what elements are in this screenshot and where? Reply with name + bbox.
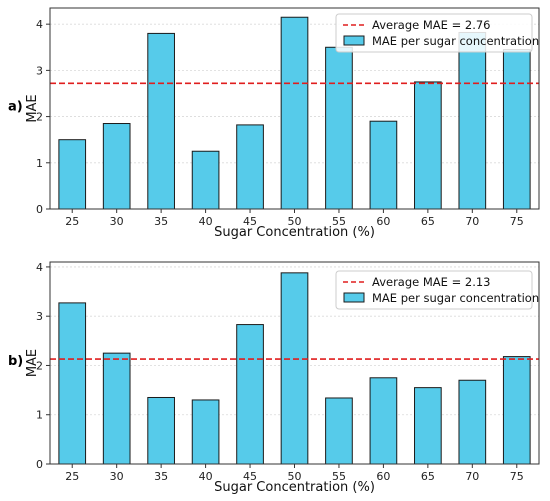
bar — [414, 81, 442, 210]
bar — [58, 139, 87, 210]
x-tick-label: 50 — [288, 470, 302, 483]
bar — [102, 123, 131, 210]
legend-average-label: Average MAE = 2.76 — [372, 18, 491, 32]
y-tick-label: 4 — [36, 18, 43, 31]
bar — [236, 124, 264, 210]
bar — [414, 387, 442, 465]
x-tick-label: 75 — [510, 470, 524, 483]
x-tick-label: 50 — [288, 215, 302, 228]
y-tick-label: 2 — [36, 359, 43, 372]
legend-bar-swatch — [343, 292, 365, 303]
x-tick-label: 60 — [376, 215, 390, 228]
y-tick-label: 0 — [36, 458, 43, 471]
x-tick-label: 65 — [421, 215, 435, 228]
x-tick-label: 25 — [65, 470, 79, 483]
y-tick-label: 3 — [36, 310, 43, 323]
y-tick-label: 3 — [36, 64, 43, 77]
bar — [191, 150, 220, 210]
bar — [280, 272, 309, 465]
bar — [280, 16, 309, 210]
chart-panel-1: 0 1 2 3 4 25 30 35 40 45 50 55 60 65 70 75 Sugar Concent… — [8, 7, 540, 240]
bar — [458, 379, 487, 465]
x-tick-label: 65 — [421, 470, 435, 483]
x-tick-label: 35 — [154, 215, 168, 228]
bar — [236, 324, 264, 465]
x-tick-label: 70 — [465, 470, 479, 483]
x-tick-label: 40 — [199, 470, 213, 483]
y-tick-label: 2 — [36, 111, 43, 124]
x-tick-label: 45 — [243, 215, 257, 228]
panel-label: b) — [8, 354, 23, 369]
bar — [191, 399, 220, 465]
bar — [369, 377, 398, 465]
legend-series-label: MAE per sugar concentration — [372, 291, 539, 305]
legend-box — [335, 13, 533, 53]
x-tick-label: 70 — [465, 215, 479, 228]
y-axis-title: MAE — [25, 94, 40, 122]
x-axis-title: Sugar Concentration (%) — [214, 480, 375, 495]
bar — [325, 397, 353, 465]
bar — [458, 31, 487, 210]
bar — [147, 32, 175, 210]
bar — [102, 352, 131, 465]
bar — [502, 356, 531, 465]
y-tick-label: 1 — [36, 409, 43, 422]
bar — [369, 120, 398, 210]
x-tick-label: 55 — [332, 215, 346, 228]
y-tick-label: 1 — [36, 157, 43, 170]
x-tick-label: 60 — [376, 470, 390, 483]
bar — [502, 49, 531, 210]
x-tick-label: 55 — [332, 470, 346, 483]
x-tick-label: 35 — [154, 470, 168, 483]
x-tick-label: 45 — [243, 470, 257, 483]
legend-average-label: Average MAE = 2.13 — [372, 275, 491, 289]
y-tick-label: 4 — [36, 261, 43, 274]
bar — [58, 302, 87, 465]
legend: Average MAE = 2.13 MAE per sugar concentr… — [335, 270, 539, 310]
legend: Average MAE = 2.76 MAE per sugar concentr… — [335, 13, 539, 53]
bar — [147, 396, 175, 465]
y-axis-title: MAE — [25, 349, 40, 377]
legend-bar-swatch — [343, 35, 365, 46]
panel-label: a) — [8, 100, 23, 115]
x-tick-label: 30 — [110, 470, 124, 483]
y-tick-label: 0 — [36, 203, 43, 216]
x-tick-label: 40 — [199, 215, 213, 228]
chart-panel-2: 0 1 2 3 4 25 30 35 40 45 50 55 60 65 70 75 Sugar Concent… — [8, 261, 540, 495]
x-tick-label: 30 — [110, 215, 124, 228]
bar — [325, 46, 353, 210]
x-tick-label: 75 — [510, 215, 524, 228]
legend-box — [335, 270, 533, 310]
x-tick-label: 25 — [65, 215, 79, 228]
legend-series-label: MAE per sugar concentration — [372, 34, 539, 48]
x-axis-title: Sugar Concentration (%) — [214, 225, 375, 240]
